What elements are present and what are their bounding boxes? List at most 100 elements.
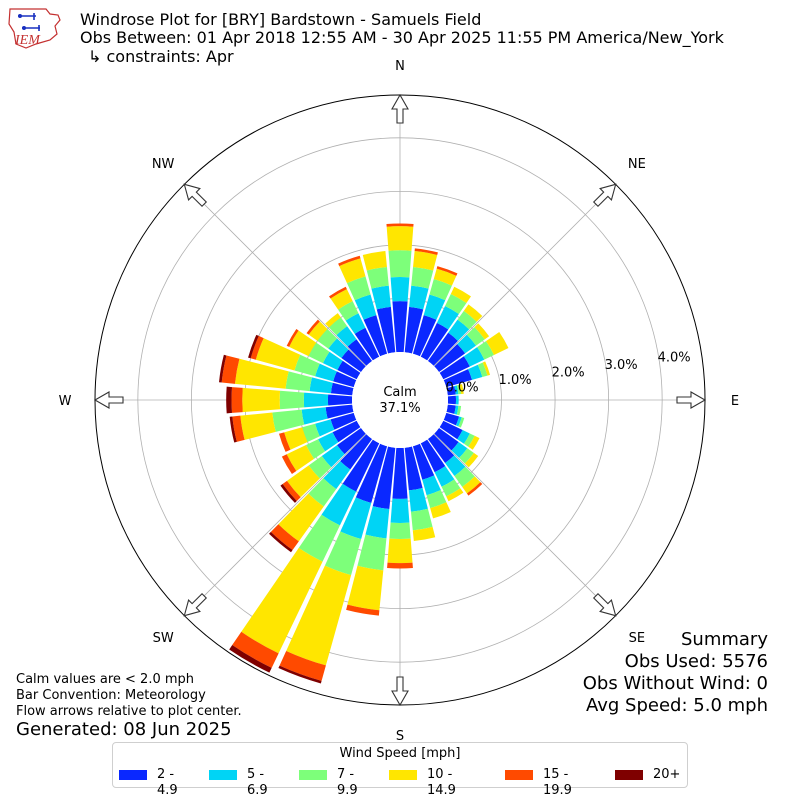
radial-tick-label: 0.0% [446,380,479,395]
bar-segment [279,390,305,410]
bar-segment [337,427,366,455]
legend-label: 5 - 6.9 [247,767,268,798]
bar-segment [306,319,320,335]
calm-label: Calm [383,385,416,400]
summary-obs-without-wind: Obs Without Wind: 0 [582,673,768,694]
bar-segment [458,417,465,428]
bar-segment [366,266,389,289]
bar-segment [443,412,460,426]
bar-segment [346,604,380,616]
summary-heading: Summary [681,629,768,650]
bar-segment [482,361,491,376]
flow-arrow-icon [183,183,208,208]
bar-segment [455,416,462,427]
summary-obs-used: Obs Used: 5576 [624,651,768,672]
bar-segment [336,326,357,347]
bar-segment [427,332,458,366]
bar-segment [371,285,391,310]
bar-segment [451,441,468,458]
bar-segment [232,631,279,668]
bar-segment [255,338,301,371]
compass-label: N [395,59,405,74]
bar-segment [474,323,490,340]
bar-segment [462,476,481,494]
bar-segment [325,313,341,328]
bar-segment [436,266,458,276]
bar-segment [448,319,470,341]
bar-segment [420,439,446,473]
bar-segment [446,386,456,396]
constraints-label: ↳ constraints: Apr [88,47,234,66]
legend-swatch [615,770,643,780]
legend-label: 20+ [653,767,681,782]
flow-arrow-icon [592,183,617,208]
legend: Wind Speed [mph] 2 - 4.9 5 - 6.9 7 - 9.9 10… [112,742,688,798]
bar-segment [231,387,243,413]
bar-segment [298,514,340,562]
bar-segment [286,445,315,471]
bar-segment [485,332,509,355]
legend-label: 15 - 19.9 [543,767,572,798]
bar-segment [278,432,291,452]
bar-segment [285,371,313,392]
bar-segment [390,498,410,523]
bar-segment [347,565,384,611]
radial-ticks: 0.0% 1.0% 2.0% 3.0% 4.0% [446,351,691,396]
bar-segment [413,250,438,271]
bar-segment [387,562,413,569]
bar-segment [338,301,359,321]
legend-label: 10 - 14.9 [427,767,456,798]
bar-segment [392,447,408,499]
bar-segment [354,327,380,361]
radial-tick-label: 3.0% [605,358,638,373]
bar-segment [420,322,449,361]
bar-segment [388,250,412,278]
bar-segment [306,439,326,459]
chart-subtitle: Obs Between: 01 Apr 2018 12:55 AM - 30 A… [80,28,724,47]
bar-segment [346,276,371,301]
grid-spoke [433,184,616,367]
bar-segment [315,419,335,437]
bar-segment [454,405,459,415]
bar-segment [286,565,352,666]
bar-segment [357,534,387,571]
bar-segment [232,415,245,442]
bar-segment [410,508,433,531]
bar-segment [341,349,366,373]
bar-segment [412,526,436,542]
bar-segment [423,294,446,320]
bar-segment [365,506,390,539]
compass-label: SE [629,631,645,646]
flow-arrow-icon [93,391,124,409]
bar-segment [323,461,351,490]
bar-segment [363,315,388,357]
bar-segment [315,363,337,382]
bar-segment [434,466,455,487]
legend-label: 2 - 4.9 [157,767,178,798]
bar-segment [434,343,466,373]
bar-segment [466,482,483,496]
bar-segment [284,427,308,450]
bar-segment [219,354,227,383]
bar-segment [250,335,264,360]
compass-labels: N NE E SE S SW W NW [59,59,740,744]
bar-segment [241,547,323,654]
legend-swatch [505,770,533,780]
calm-note: Calm values are < 2.0 mph [16,672,195,687]
speed-bars [219,223,509,684]
bar-segment [279,650,326,681]
bar-segment [328,317,348,336]
bar-segment [355,443,388,503]
bar-segment [456,405,462,416]
bar-segment [457,429,470,444]
bar-segment [330,289,353,310]
bar-segment [450,286,471,303]
bar-segment [325,404,354,419]
bar-segment [404,306,424,354]
flow-arrows-note: Flow arrows relative to plot center. [16,704,242,719]
bar-segment [445,455,466,477]
flow-arrows [93,93,707,707]
generated-date: Generated: 08 Jun 2025 [16,719,232,740]
radial-tick-label: 4.0% [658,351,691,366]
